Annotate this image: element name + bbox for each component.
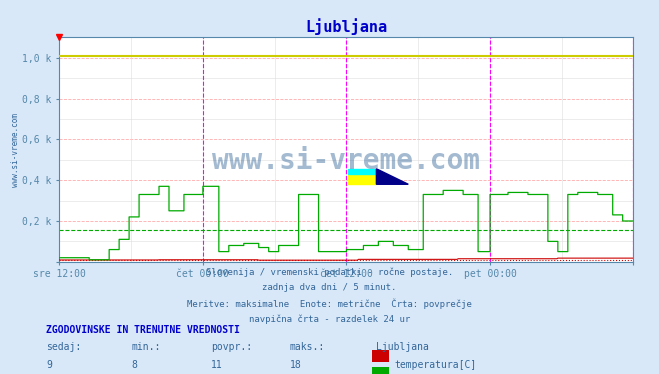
Text: navpična črta - razdelek 24 ur: navpična črta - razdelek 24 ur — [249, 315, 410, 324]
Bar — [349, 175, 376, 184]
Text: Slovenija / vremenski podatki - ročne postaje.: Slovenija / vremenski podatki - ročne po… — [206, 267, 453, 277]
Text: Meritve: maksimalne  Enote: metrične  Črta: povprečje: Meritve: maksimalne Enote: metrične Črta… — [187, 299, 472, 309]
Text: maks.:: maks.: — [290, 342, 325, 352]
Text: 8: 8 — [132, 360, 138, 370]
Text: www.si-vreme.com: www.si-vreme.com — [212, 147, 480, 175]
Text: Ljubljana: Ljubljana — [376, 342, 428, 352]
Text: min.:: min.: — [132, 342, 161, 352]
Y-axis label: www.si-vreme.com: www.si-vreme.com — [11, 113, 20, 187]
Text: 11: 11 — [211, 360, 223, 370]
Bar — [349, 169, 376, 175]
Text: 9: 9 — [46, 360, 52, 370]
Text: temperatura[C]: temperatura[C] — [394, 360, 476, 370]
Text: ZGODOVINSKE IN TRENUTNE VREDNOSTI: ZGODOVINSKE IN TRENUTNE VREDNOSTI — [46, 325, 240, 335]
Polygon shape — [376, 169, 409, 184]
Text: zadnja dva dni / 5 minut.: zadnja dva dni / 5 minut. — [262, 283, 397, 292]
Text: povpr.:: povpr.: — [211, 342, 252, 352]
Title: Ljubljana: Ljubljana — [305, 18, 387, 35]
Text: 18: 18 — [290, 360, 302, 370]
Text: sedaj:: sedaj: — [46, 342, 81, 352]
